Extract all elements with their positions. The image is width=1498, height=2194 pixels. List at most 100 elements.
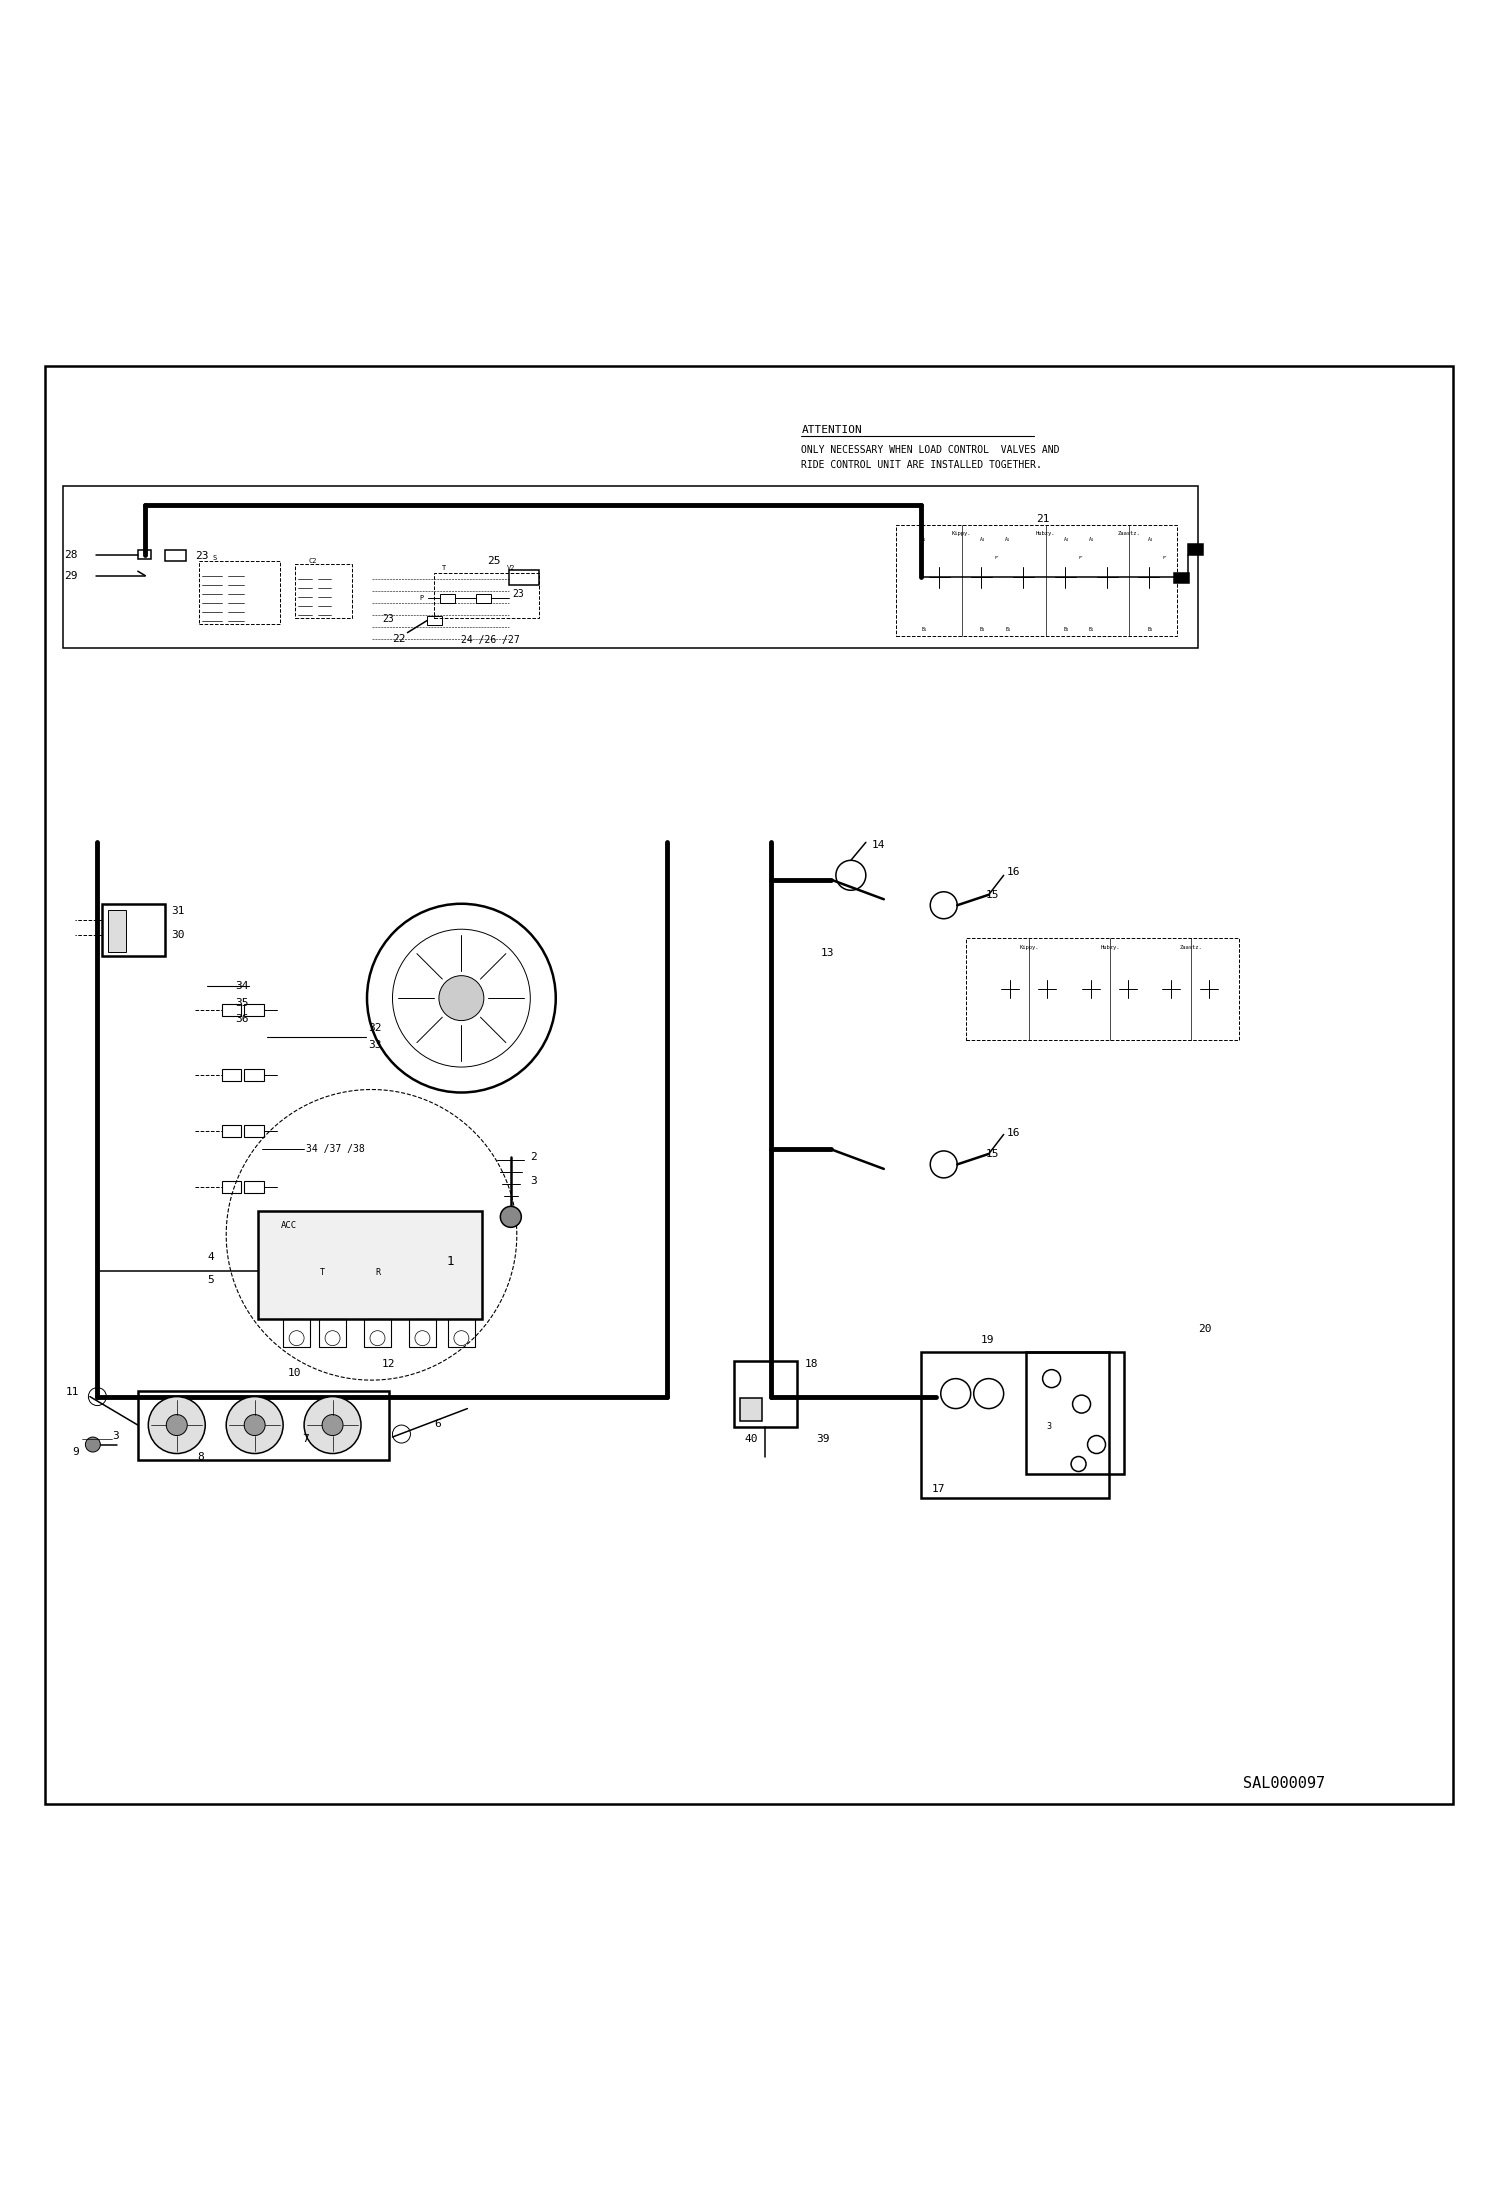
Text: 34: 34 <box>235 981 249 992</box>
Text: C2: C2 <box>309 557 318 564</box>
Bar <box>63 485 1198 647</box>
Bar <box>364 1319 391 1347</box>
Text: RIDE CONTROL UNIT ARE INSTALLED TOGETHER.: RIDE CONTROL UNIT ARE INSTALLED TOGETHER… <box>801 461 1043 470</box>
Text: R: R <box>374 1268 380 1277</box>
Text: B₁: B₁ <box>1089 627 1095 632</box>
Bar <box>734 1360 797 1426</box>
Bar <box>244 1126 264 1136</box>
Text: 17: 17 <box>932 1485 945 1494</box>
Text: 21: 21 <box>1037 513 1050 524</box>
Text: 15: 15 <box>986 1150 999 1158</box>
Bar <box>222 1005 241 1016</box>
Text: B₁: B₁ <box>1005 627 1011 632</box>
Bar <box>222 1068 241 1079</box>
Bar <box>222 1126 241 1136</box>
Text: 11: 11 <box>66 1387 79 1398</box>
Text: A₂: A₂ <box>980 538 986 542</box>
Bar <box>440 595 455 603</box>
Text: 15: 15 <box>986 891 999 900</box>
Circle shape <box>148 1398 205 1452</box>
Text: V2: V2 <box>506 566 515 570</box>
Text: S: S <box>213 555 216 562</box>
Text: A₂: A₂ <box>1147 538 1153 542</box>
Text: 18: 18 <box>804 1358 818 1369</box>
Text: 35: 35 <box>235 998 249 1007</box>
Text: 5: 5 <box>207 1275 214 1286</box>
Text: ACC: ACC <box>282 1222 297 1231</box>
Text: 12: 12 <box>382 1358 395 1369</box>
Text: B₁: B₁ <box>921 627 927 632</box>
Text: 40: 40 <box>745 1433 758 1444</box>
Text: 34 /37 /38: 34 /37 /38 <box>306 1145 364 1154</box>
Text: Hubzy.: Hubzy. <box>1100 946 1121 950</box>
Bar <box>966 939 1239 1040</box>
Text: 14: 14 <box>872 840 885 851</box>
Bar <box>434 573 539 619</box>
Text: ATTENTION: ATTENTION <box>801 426 863 434</box>
Text: 3: 3 <box>530 1176 538 1187</box>
Text: 4: 4 <box>207 1253 214 1262</box>
Circle shape <box>226 1398 283 1452</box>
Text: 20: 20 <box>1198 1325 1212 1334</box>
Text: A₂: A₂ <box>1064 538 1070 542</box>
Text: P⁺: P⁺ <box>1162 555 1167 559</box>
Text: P⁺: P⁺ <box>1079 555 1083 559</box>
Text: B₂: B₂ <box>1064 627 1070 632</box>
Text: 29: 29 <box>64 570 78 581</box>
Text: 8: 8 <box>198 1452 205 1461</box>
Text: 3: 3 <box>112 1430 120 1441</box>
Bar <box>427 617 442 625</box>
Text: 19: 19 <box>981 1334 995 1345</box>
Text: 24 /26 /27: 24 /26 /27 <box>461 634 520 645</box>
Circle shape <box>322 1415 343 1435</box>
Bar <box>448 1319 475 1347</box>
Text: 16: 16 <box>1007 867 1020 878</box>
Circle shape <box>304 1398 361 1452</box>
Bar <box>921 1352 1109 1499</box>
Bar <box>244 1005 264 1016</box>
Bar <box>1188 544 1203 555</box>
Bar <box>244 1068 264 1079</box>
Text: T: T <box>442 566 446 570</box>
Text: P⁺: P⁺ <box>995 555 999 559</box>
Text: 33: 33 <box>369 1040 382 1049</box>
Bar <box>258 1211 482 1319</box>
Bar <box>222 1180 241 1194</box>
Text: 1: 1 <box>446 1255 454 1268</box>
Text: SAL000097: SAL000097 <box>1243 1775 1326 1790</box>
Bar <box>102 904 165 957</box>
Text: B₂: B₂ <box>1147 627 1153 632</box>
Bar <box>896 524 1177 636</box>
Bar <box>295 564 352 619</box>
Text: 30: 30 <box>171 930 184 941</box>
Text: B₂: B₂ <box>980 627 986 632</box>
Text: 22: 22 <box>392 634 406 643</box>
Bar <box>509 570 539 584</box>
Text: 10: 10 <box>288 1367 301 1378</box>
Text: 31: 31 <box>171 906 184 917</box>
Text: 23: 23 <box>512 588 524 599</box>
Text: 23: 23 <box>382 614 394 623</box>
Bar <box>165 551 186 562</box>
Bar <box>138 551 151 559</box>
Text: Kippy.: Kippy. <box>1019 946 1040 950</box>
Bar <box>740 1398 762 1420</box>
Circle shape <box>500 1207 521 1226</box>
Text: Kippy.: Kippy. <box>951 531 972 535</box>
Text: A₁: A₁ <box>921 538 927 542</box>
Bar <box>138 1391 389 1459</box>
Text: A₁: A₁ <box>1005 538 1011 542</box>
Circle shape <box>244 1415 265 1435</box>
Bar <box>319 1319 346 1347</box>
Text: 7: 7 <box>303 1433 310 1444</box>
Text: 39: 39 <box>816 1433 830 1444</box>
Text: 32: 32 <box>369 1022 382 1033</box>
Text: Zaastz.: Zaastz. <box>1118 531 1141 535</box>
Bar <box>108 911 126 952</box>
Text: 9: 9 <box>72 1448 79 1457</box>
Bar <box>1026 1352 1124 1474</box>
Text: Hubzy.: Hubzy. <box>1035 531 1056 535</box>
Text: ONLY NECESSARY WHEN LOAD CONTROL  VALVES AND: ONLY NECESSARY WHEN LOAD CONTROL VALVES … <box>801 445 1061 454</box>
Text: A₁: A₁ <box>1089 538 1095 542</box>
Text: 13: 13 <box>821 948 834 959</box>
